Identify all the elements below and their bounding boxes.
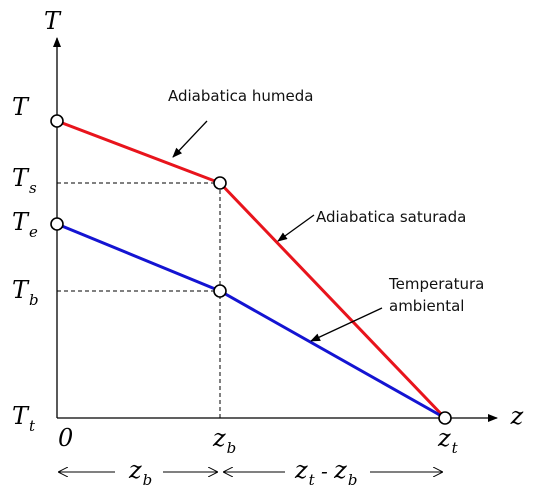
ytick-tt: Tt (12, 402, 36, 435)
arrow-ambient-temperature (310, 307, 383, 342)
span-label-zb: zb (128, 456, 152, 489)
ytick-ts: Ts (12, 164, 37, 197)
arrow-saturated-adiabat (277, 214, 315, 242)
xtick-zb: zb (212, 424, 236, 457)
point-tb (213, 284, 227, 298)
label-saturated-adiabat: Adiabatica saturada (316, 208, 466, 226)
blue-line-ambient-temperature (56, 222, 446, 420)
label-humid-adiabat: Adiabatica humeda (168, 87, 313, 105)
xtick-0: 0 (58, 424, 73, 452)
xtick-zt: zt (437, 424, 459, 457)
point-te (50, 217, 64, 231)
ytick-te: Te (12, 208, 38, 241)
arrow-humid-adiabat (172, 120, 208, 158)
ytick-tb: Tb (12, 276, 39, 309)
red-line-humid-adiabat (56, 119, 221, 185)
point-zt (438, 411, 452, 425)
ytick-t: T (12, 93, 30, 121)
point-ts (213, 176, 227, 190)
label-ambient-temperature: Temperatura ambiental (388, 275, 484, 315)
y-axis-title: T (44, 7, 62, 35)
x-axis-title: z (510, 402, 524, 430)
point-t (50, 114, 64, 128)
red-line-saturated-adiabat (218, 181, 447, 420)
span-label-zt-minus-zb: zt - zb (294, 456, 357, 489)
